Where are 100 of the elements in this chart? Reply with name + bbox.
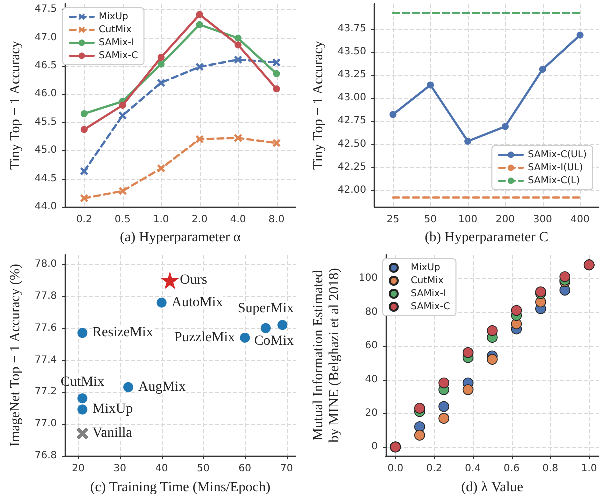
x-tick-label: 0.5	[114, 214, 131, 226]
x-tick-label: 200	[496, 214, 516, 226]
x-axis-title: (a) Hyperparameter α	[120, 230, 242, 246]
x-tick-label: 0.2	[426, 464, 442, 474]
x-axis-title: (b) Hyperparameter C	[424, 230, 549, 246]
legend-label: SAMix-I	[411, 288, 446, 300]
point	[487, 325, 498, 336]
legend-label: SAMix-I	[99, 38, 134, 48]
point	[78, 404, 88, 415]
point	[80, 126, 88, 134]
y-tick-label: 42.50	[338, 138, 367, 150]
point	[438, 401, 450, 412]
point	[234, 134, 242, 142]
point	[462, 384, 474, 396]
y-tick-label: 42.75	[338, 116, 367, 127]
point	[438, 378, 450, 389]
point	[511, 305, 522, 316]
point	[502, 123, 509, 130]
x-tick-label: 1.0	[581, 464, 598, 474]
point	[464, 138, 472, 145]
y-tick-label: 20	[365, 408, 378, 420]
legend-label: SAMix-C	[99, 50, 139, 62]
legend-label: SAMix-C(L)	[528, 176, 580, 186]
point	[161, 272, 180, 290]
annotation: Vanilla	[92, 426, 134, 442]
y-tick-label: 42.00	[338, 184, 367, 196]
point	[80, 167, 88, 176]
x-tick-label: 400	[570, 214, 590, 226]
point	[234, 42, 242, 49]
y-tick-label: 47.0	[34, 32, 58, 44]
legend-label: SAMix-C(UL)	[528, 150, 588, 160]
point	[427, 82, 434, 89]
point	[158, 54, 165, 62]
x-axis-title: (d) λ Value	[462, 480, 524, 496]
legend-label: MixUp	[99, 12, 128, 22]
x-tick-label: 20	[72, 464, 85, 474]
point	[156, 298, 167, 308]
point	[158, 60, 165, 68]
x-tick-label: 30	[114, 464, 127, 474]
y-tick-label: 77.4	[34, 354, 58, 366]
point	[273, 86, 280, 93]
y-axis-title: Mutual Information Estimated by MINE (Belghazi et al 2018)	[312, 268, 342, 443]
y-axis-title: ImageNet Top − 1 Accuracy (%)	[8, 264, 24, 447]
y-tick-label: 77.6	[34, 322, 58, 334]
x-tick-label: 40	[155, 464, 168, 474]
point	[196, 135, 204, 144]
y-tick-label: 45.5	[34, 116, 58, 128]
point	[80, 110, 88, 118]
point	[76, 428, 89, 440]
x-tick-label: 0.6	[504, 464, 520, 474]
point	[272, 139, 281, 148]
y-tick-label: 43.25	[338, 70, 367, 81]
annotation: AugMix	[138, 380, 186, 395]
y-tick-label: 100	[358, 273, 378, 284]
point	[234, 34, 242, 42]
point	[272, 58, 281, 67]
point	[80, 194, 88, 203]
x-tick-label: 4.0	[230, 214, 246, 226]
x-tick-label: 0.2	[76, 214, 92, 226]
point	[487, 354, 498, 365]
x-tick-label: 60	[238, 464, 252, 474]
annotation: AutoMix	[172, 295, 224, 310]
point	[560, 272, 571, 282]
point	[414, 430, 426, 441]
annotation: ResizeMix	[92, 326, 154, 341]
y-tick-label: 0	[372, 442, 378, 453]
y-tick-label: 77.8	[34, 290, 58, 302]
point	[462, 347, 474, 358]
point	[157, 164, 166, 173]
x-tick-label: 300	[533, 214, 552, 226]
point	[124, 382, 134, 392]
y-tick-label: 43.00	[338, 92, 367, 104]
x-tick-label: 0.8	[542, 464, 559, 474]
point	[78, 394, 88, 404]
y-tick-label: 76.8	[34, 450, 58, 462]
y-tick-label: 77.2	[34, 386, 58, 398]
x-tick-label: 50	[197, 464, 210, 474]
y-tick-label: 77.0	[34, 418, 58, 430]
x-tick-label: 25	[386, 214, 400, 226]
y-axis-title: Tiny Top − 1 Accuracy	[8, 40, 24, 170]
x-tick-label: 70	[280, 464, 294, 474]
y-tick-label: 46.5	[34, 60, 58, 72]
y-tick-label: 47.5	[34, 4, 58, 16]
y-tick-label: 45.0	[34, 145, 58, 156]
annotation: PuzzleMix	[174, 330, 236, 346]
y-tick-label: 42.25	[338, 162, 367, 173]
point	[118, 112, 127, 120]
y-axis-title: Tiny Top − 1 Accuracy	[312, 40, 326, 170]
x-tick-label: 0.0	[388, 464, 404, 474]
annotation: SuperMix	[238, 302, 294, 317]
annotation: CoMix	[254, 334, 294, 349]
y-tick-label: 40	[365, 374, 378, 386]
legend-label: SAMix-C	[411, 302, 451, 312]
point	[438, 413, 450, 424]
x-tick-label: 8.0	[268, 214, 285, 226]
point	[234, 56, 242, 64]
x-tick-label: 0.4	[465, 464, 482, 474]
x-tick-label: 2.0	[192, 214, 208, 226]
point	[196, 21, 204, 28]
x-tick-label: 1.0	[153, 214, 170, 226]
